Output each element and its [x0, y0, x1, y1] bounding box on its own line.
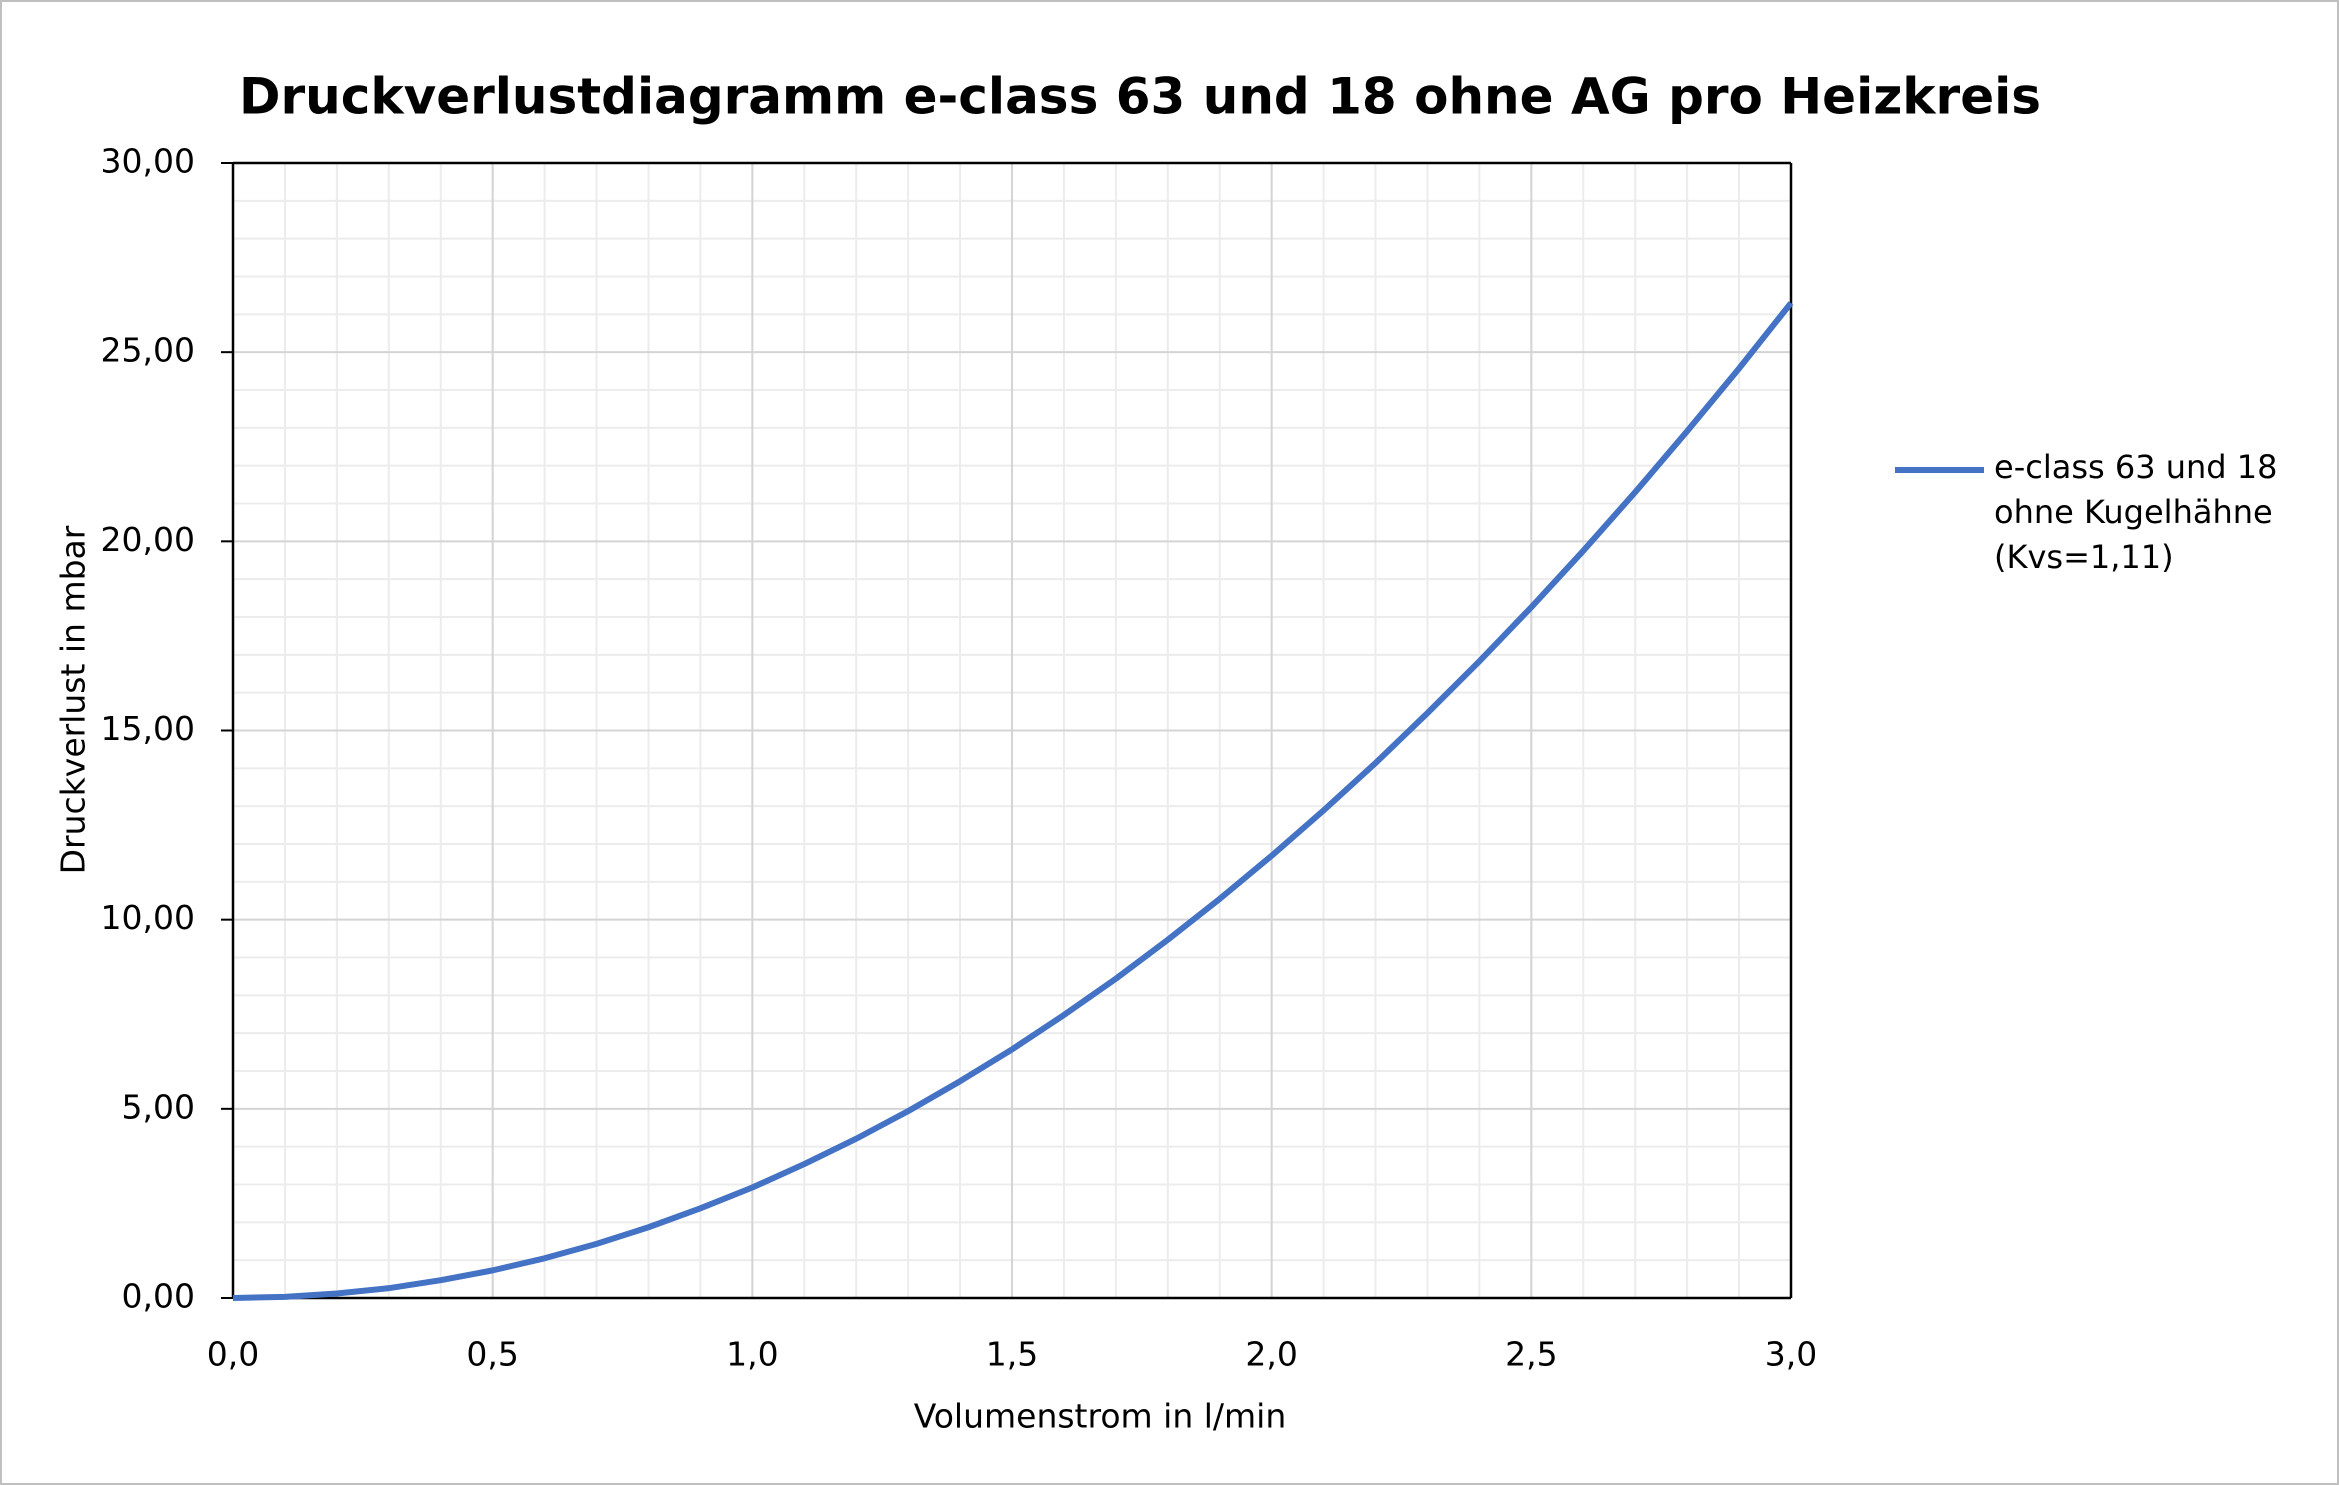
x-tick-label: 0,0 — [207, 1335, 259, 1374]
x-axis-label: Volumenstrom in l/min — [914, 1397, 1287, 1436]
y-tick-label: 5,00 — [122, 1087, 195, 1126]
y-tick-label: 30,00 — [101, 142, 195, 181]
y-tick-label: 10,00 — [101, 898, 195, 937]
data-line — [232, 301, 1794, 1301]
chart-title: Druckverlustdiagramm e-class 63 und 18 o… — [239, 68, 2041, 126]
legend-label: e-class 63 und 18 ohne Kugelhähne (Kvs=1… — [1994, 448, 2278, 576]
x-tick-label: 0,5 — [466, 1335, 518, 1374]
x-tick-label: 1,0 — [726, 1335, 778, 1374]
x-tick-label: 2,0 — [1245, 1335, 1297, 1374]
y-tick-label: 20,00 — [101, 520, 195, 559]
y-axis-label: Druckverlust in mbar — [54, 525, 93, 874]
y-tick-label: 0,00 — [122, 1277, 195, 1316]
y-tick-label: 15,00 — [101, 709, 195, 748]
y-tick-label: 25,00 — [101, 331, 195, 370]
x-tick-label: 3,0 — [1765, 1335, 1817, 1374]
x-tick-label: 1,5 — [986, 1335, 1038, 1374]
x-tick-label: 2,5 — [1505, 1335, 1557, 1374]
